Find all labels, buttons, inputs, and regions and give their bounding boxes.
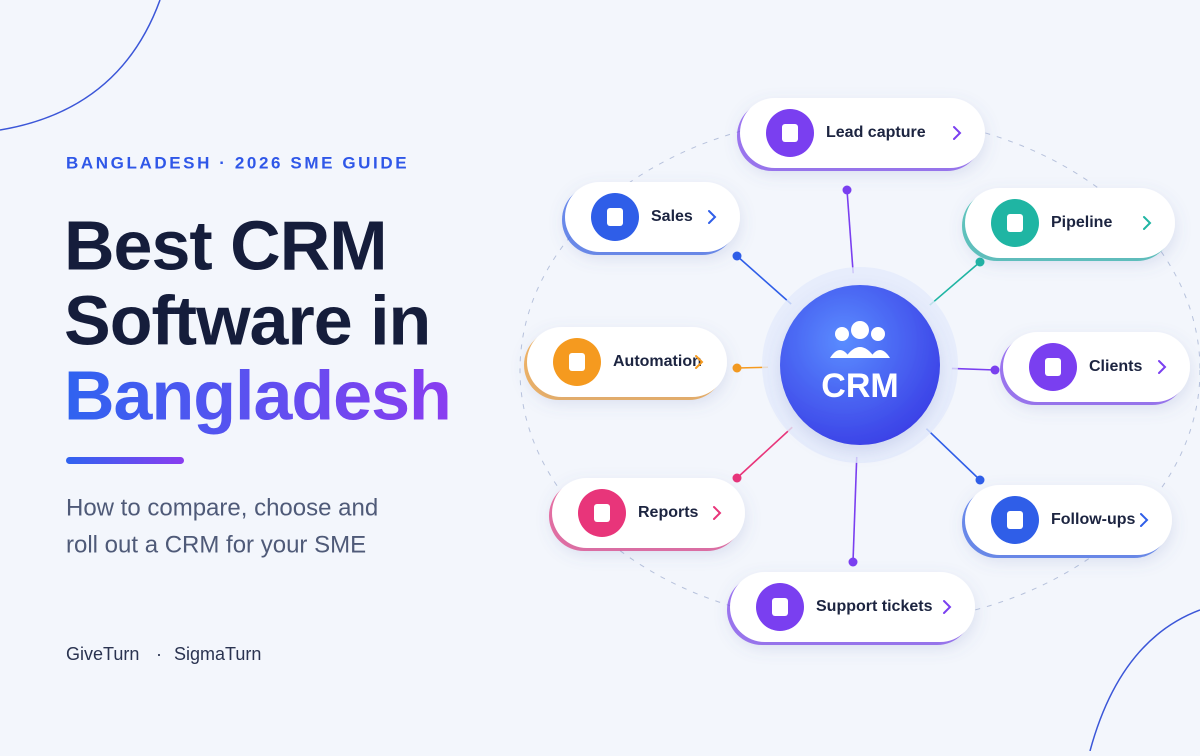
connector-dot [848, 557, 858, 567]
title-line: Bangladesh [64, 356, 451, 434]
chevron [695, 355, 704, 369]
node-card: Reports [549, 478, 745, 551]
node-label: Pipeline [1051, 214, 1112, 231]
chevron [1158, 360, 1167, 374]
connector-dot [732, 473, 742, 483]
subtitle-line: roll out a CRM for your SME [66, 531, 366, 558]
node-label: Lead capture [826, 124, 926, 141]
accent-bar [66, 457, 184, 464]
brand: SigmaTurn [174, 644, 261, 664]
center-icon [830, 321, 890, 358]
node-card: Sales [562, 182, 740, 255]
node-label: Automation [613, 353, 702, 370]
node-glyph [782, 124, 798, 142]
chevron [713, 506, 722, 520]
connector [852, 456, 858, 563]
node-glyph [772, 598, 788, 616]
deco-curve [1089, 609, 1200, 752]
node-card: Follow-ups [962, 485, 1172, 558]
center-circle [780, 285, 940, 445]
node-card: Automation [524, 327, 727, 400]
node-card: Pipeline [962, 188, 1175, 261]
connector [736, 255, 792, 305]
chevron [1140, 513, 1149, 527]
chevron [953, 126, 962, 140]
connector [925, 428, 981, 481]
chevron [943, 600, 952, 614]
node-card: Lead capture [737, 98, 985, 171]
node-card: Clients [1000, 332, 1190, 405]
title-line: Software in [64, 281, 430, 359]
node-glyph [569, 353, 585, 371]
chevron [1143, 216, 1152, 230]
chevron [708, 210, 717, 224]
connector-dot [842, 185, 852, 195]
brand-separator: · [156, 644, 162, 664]
node-label: Follow-ups [1051, 511, 1136, 528]
node-label: Support tickets [816, 598, 933, 615]
node-glyph [1045, 358, 1061, 376]
title-line: Best CRM [64, 206, 387, 284]
center-label: CRM [821, 367, 898, 405]
node-glyph [594, 504, 610, 522]
connector-dot [975, 257, 985, 267]
connector-dot [732, 251, 742, 261]
node-glyph [1007, 511, 1023, 529]
connector-dot [732, 363, 742, 373]
node-label: Reports [638, 504, 699, 521]
connector [736, 426, 793, 479]
brand: GiveTurn [66, 644, 139, 664]
node-label: Clients [1089, 358, 1142, 375]
node-card: Support tickets [727, 572, 975, 645]
node-glyph [607, 208, 623, 226]
node-glyph [1007, 214, 1023, 232]
eyebrow: BANGLADESH · 2026 SME GUIDE [66, 153, 409, 172]
connector [929, 261, 981, 306]
deco-curve [0, 0, 161, 131]
connector [951, 367, 996, 371]
connector-dot [975, 475, 985, 485]
connector [846, 189, 854, 274]
subtitle-line: How to compare, choose and [66, 494, 378, 521]
node-label: Sales [651, 208, 693, 225]
connector-dot [990, 365, 1000, 375]
